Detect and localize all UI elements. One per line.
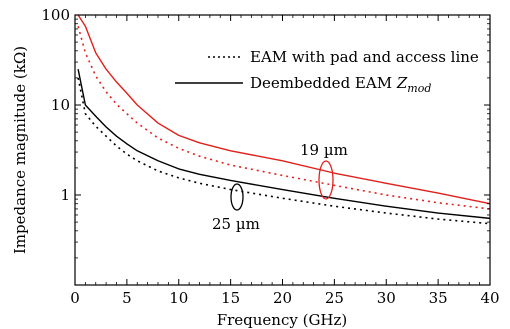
legend-label-deembedded: Deembedded EAM Zmod [250, 74, 431, 95]
legend-label-deembedded-prefix: Deembedded EAM [250, 74, 397, 92]
legend-label-with-pad: EAM with pad and access line [250, 48, 479, 66]
series-layer [77, 14, 491, 225]
ellipse-25um [230, 183, 244, 211]
legend: EAM with pad and access line Deembedded … [175, 48, 479, 95]
x-tick-label: 25 [325, 289, 344, 307]
x-tick-label: 30 [377, 289, 396, 307]
legend-label-z-subscript: mod [407, 82, 431, 95]
series-line-red-solid [77, 14, 491, 205]
series-line-black-dotted [77, 77, 491, 225]
x-tick-label: 0 [70, 289, 80, 307]
x-tick-label: 15 [221, 289, 240, 307]
x-axis-label: Frequency (GHz) [217, 311, 348, 329]
annotations: 19 µm 25 µm [212, 141, 348, 233]
y-axis-label: Impedance magnitude (kΩ) [11, 46, 29, 254]
x-tick-label: 40 [480, 289, 499, 307]
ellipse-19um [318, 160, 334, 200]
y-tick-label: 100 [41, 6, 70, 24]
label-19um: 19 µm [300, 141, 348, 159]
x-tick-label: 35 [429, 289, 448, 307]
y-tick-label: 10 [51, 96, 70, 114]
x-tick-label: 10 [169, 289, 188, 307]
ticks-layer: 0 5 10 15 20 25 30 35 40 1 10 100 [41, 6, 499, 307]
legend-label-z-symbol: Z [396, 74, 408, 92]
x-tick-label: 5 [122, 289, 132, 307]
y-tick-label: 1 [60, 186, 70, 204]
label-25um: 25 µm [212, 215, 260, 233]
x-tick-label: 20 [273, 289, 292, 307]
series-line-black-solid [77, 69, 491, 220]
